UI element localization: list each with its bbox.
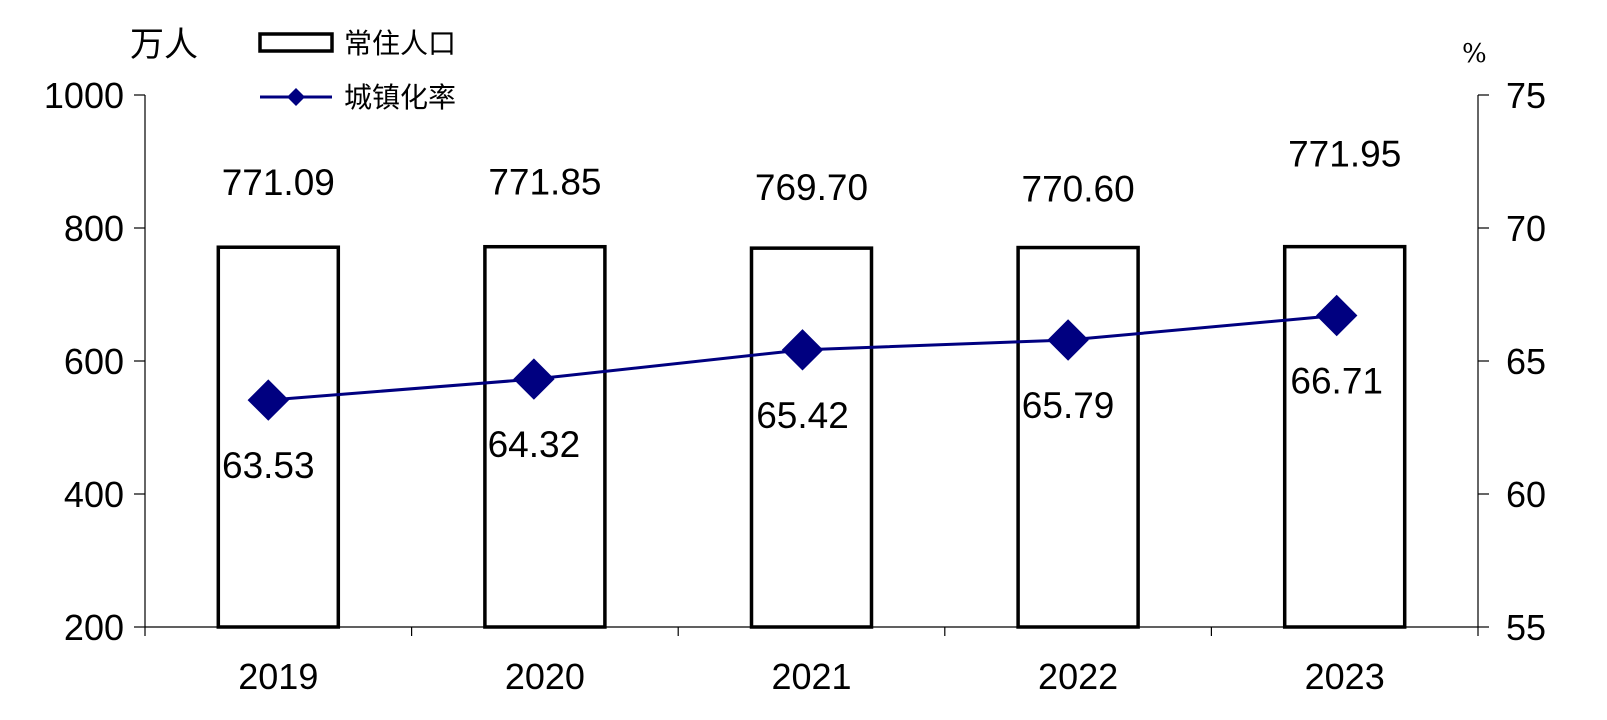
left-axis-unit: 万人 xyxy=(130,25,198,65)
bar-data-label: 771.85 xyxy=(488,162,601,203)
line-data-label: 63.53 xyxy=(222,445,315,486)
right-axis-unit: % xyxy=(1462,39,1487,69)
x-axis-tick-label: 2020 xyxy=(505,656,585,697)
line-marker xyxy=(781,329,824,371)
x-axis-tick-label: 2021 xyxy=(771,656,851,697)
bar xyxy=(216,245,341,629)
bar xyxy=(483,244,607,629)
line-marker xyxy=(1315,294,1358,337)
legend-line-label: 城镇化率 xyxy=(344,81,456,114)
line-marker xyxy=(1047,319,1089,361)
right-axis-tick-label: 75 xyxy=(1506,75,1546,116)
bar-data-label: 770.60 xyxy=(1022,169,1135,210)
line-marker xyxy=(247,379,290,421)
bar-data-label: 769.70 xyxy=(755,167,868,208)
left-axis-tick-label: 1000 xyxy=(44,75,124,116)
bar xyxy=(749,246,874,629)
left-axis-tick-label: 600 xyxy=(64,341,124,382)
line-data-label: 65.79 xyxy=(1022,385,1115,426)
legend-bar-label: 常住人口 xyxy=(344,27,456,60)
line-data-label: 65.42 xyxy=(756,395,849,436)
legend-bar-swatch xyxy=(258,32,334,53)
x-axis-tick-label: 2019 xyxy=(238,656,318,697)
bar-data-label: 771.95 xyxy=(1288,134,1401,175)
bar-data-label: 771.09 xyxy=(222,162,335,203)
right-axis-tick-label: 70 xyxy=(1506,208,1546,249)
line-data-label: 66.71 xyxy=(1290,361,1383,402)
plot-area: 200 400 600 800 1000 55 60 65 70 75 2019 2020 2021 20… xyxy=(44,75,1546,697)
left-axis-tick-label: 800 xyxy=(64,208,124,249)
legend: 常住人口 城镇化率 xyxy=(258,27,456,114)
right-axis-tick-label: 55 xyxy=(1506,607,1546,648)
right-axis-tick-label: 65 xyxy=(1506,341,1546,382)
left-axis-tick-label: 400 xyxy=(64,474,124,515)
x-axis-tick-label: 2022 xyxy=(1038,656,1118,697)
left-axis-tick-label: 200 xyxy=(64,607,124,648)
line-marker xyxy=(513,358,555,400)
line-data-label: 64.32 xyxy=(488,424,581,465)
legend-line-marker xyxy=(287,88,305,106)
x-axis-tick-label: 2023 xyxy=(1305,656,1385,697)
bar xyxy=(1016,245,1140,629)
right-axis-tick-label: 60 xyxy=(1506,474,1546,515)
